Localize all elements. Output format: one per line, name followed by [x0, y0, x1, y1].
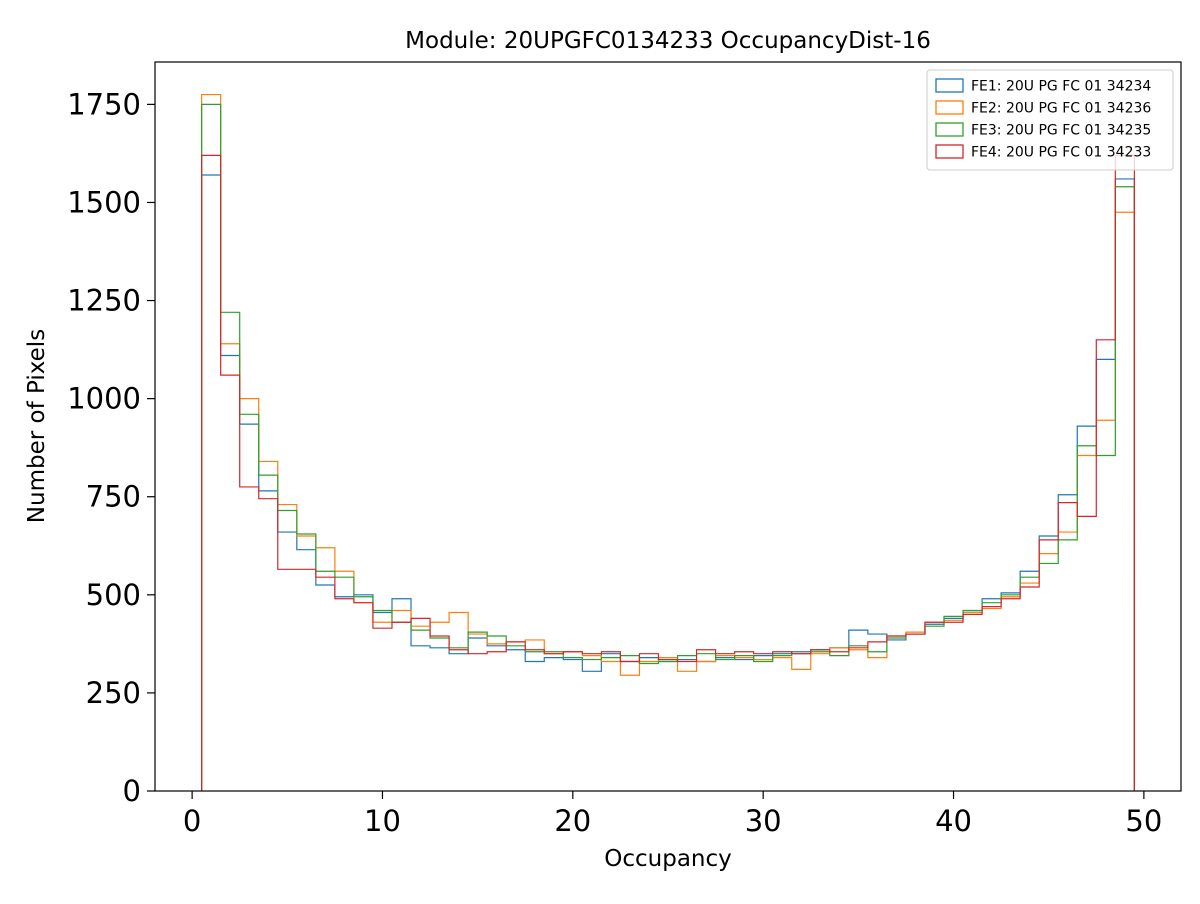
plot-area	[155, 62, 1181, 791]
y-axis-ticks: 0 250 500 750 1000 1250 1500 1750	[67, 87, 155, 808]
legend-swatch-fe4	[935, 144, 964, 159]
y-tick-label: 1250	[67, 284, 141, 318]
legend-label-fe1: FE1: 20U PG FC 01 34234	[971, 79, 1151, 95]
legend-frame	[926, 69, 1174, 171]
x-axis-ticks: 0 10 20 30 40 50	[183, 791, 1162, 838]
y-tick-label: 1000	[67, 382, 141, 416]
y-axis-label: Number of Pixels	[24, 329, 50, 523]
legend-label-fe2: FE2: 20U PG FC 01 34236	[971, 101, 1151, 117]
legend-swatch-fe3	[935, 122, 964, 137]
series-line-fe4	[201, 154, 1135, 791]
plot-border	[154, 61, 1182, 792]
x-tick-label: 50	[1125, 804, 1162, 838]
y-tick-label: 0	[123, 774, 141, 808]
y-tick-label: 1500	[67, 185, 141, 219]
legend-label-fe4: FE4: 20U PG FC 01 34233	[971, 145, 1151, 161]
x-tick-label: 20	[554, 804, 591, 838]
x-axis-label: Occupancy	[604, 846, 732, 872]
x-tick-label: 0	[183, 804, 201, 838]
x-tick-label: 30	[745, 804, 782, 838]
legend-swatch-fe1	[935, 78, 964, 93]
y-tick-label: 750	[86, 480, 141, 514]
x-tick-label: 10	[364, 804, 401, 838]
legend-swatch-fe2	[935, 100, 964, 115]
chart-title: Module: 20UPGFC0134233 OccupancyDist-16	[405, 28, 931, 54]
series-group	[201, 93, 1135, 791]
y-tick-label: 1750	[67, 87, 141, 121]
legend-label-fe3: FE3: 20U PG FC 01 34235	[971, 123, 1151, 139]
y-tick-label: 250	[86, 676, 141, 710]
y-tick-label: 500	[86, 578, 141, 612]
legend: FE1: 20U PG FC 01 34234 FE2: 20U PG FC 01…	[926, 69, 1174, 171]
x-tick-label: 40	[935, 804, 972, 838]
